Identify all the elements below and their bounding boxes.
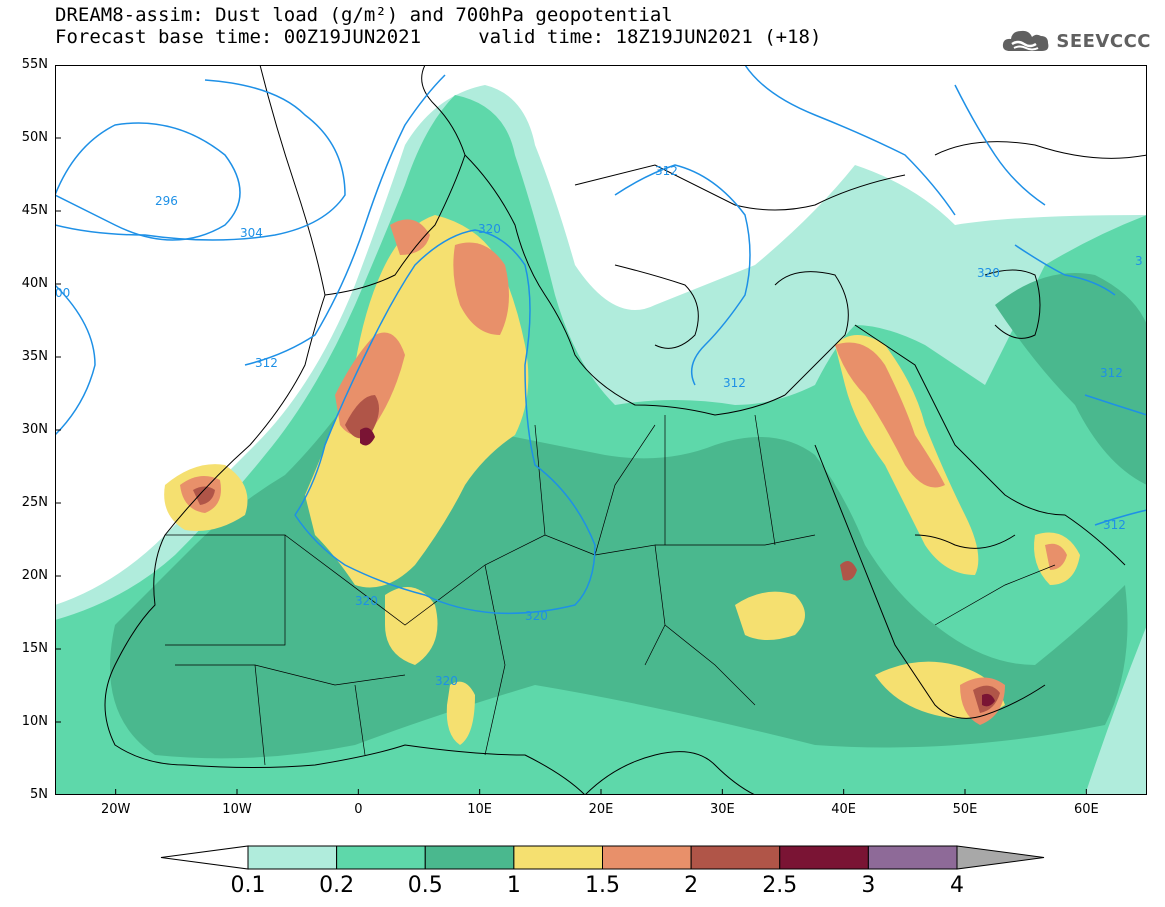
map-title: DREAM8-assim: Dust load (g/m²) and 700hP… — [55, 4, 673, 26]
colorbar-label: 4 — [950, 873, 964, 898]
contour-label: 320 — [478, 222, 501, 236]
colorbar-segment — [513, 845, 603, 870]
longitude-tick-label: 0 — [354, 802, 363, 817]
contour-label: 312 — [723, 376, 746, 390]
longitude-tick-label: 50E — [952, 802, 978, 817]
map-subtitle: Forecast base time: 00Z19JUN2021 valid t… — [55, 26, 822, 48]
latitude-tick-label: 35N — [21, 349, 48, 364]
colorbar-segment — [779, 845, 869, 870]
colorbar-label: 2 — [684, 873, 699, 898]
colorbar-label: 0.2 — [319, 873, 355, 898]
contour-label: 3 — [1135, 254, 1143, 268]
cloud-icon — [1003, 30, 1049, 51]
longitude-tick-label: 40E — [831, 802, 857, 817]
contour-label: 320 — [355, 594, 378, 608]
contour-label: 00 — [55, 286, 70, 300]
latitude-tick-label: 5N — [30, 787, 48, 802]
latitude-tick-label: 20N — [21, 568, 48, 583]
latitude-tick-label: 25N — [21, 495, 48, 510]
latitude-tick-label: 45N — [21, 203, 48, 218]
logo-text: SEEVCCC — [1056, 30, 1151, 52]
colorbar-label: 1.5 — [585, 873, 620, 898]
latitude-tick-label: 55N — [21, 57, 48, 72]
contour-label: 312 — [1103, 518, 1126, 532]
colorbar-segment — [867, 845, 958, 870]
colorbar-label: 2.5 — [762, 873, 798, 898]
contour-label: 312 — [655, 164, 678, 178]
contour-label: 304 — [240, 226, 263, 240]
longitude-tick-label: 60E — [1073, 802, 1099, 817]
dust-field — [55, 85, 1147, 795]
coastlines — [104, 65, 1147, 795]
contour-label: 312 — [255, 356, 278, 370]
dust-load-map: 296 304 312 320 312 312 320 320 320 312 … — [55, 65, 1147, 795]
latitude-tick-label: 10N — [21, 714, 48, 729]
colorbar-segment — [956, 845, 1045, 870]
contour-label: 312 — [1100, 366, 1123, 380]
colorbar — [160, 845, 1045, 870]
colorbar-segment — [160, 845, 249, 870]
country-borders — [165, 414, 1056, 766]
latitude-tick-label: 15N — [21, 641, 48, 656]
contour-label: 320 — [435, 674, 458, 688]
longitude-tick-label: 30E — [709, 802, 735, 817]
longitude-tick-label: 20E — [588, 802, 614, 817]
map-frame — [55, 65, 1147, 795]
longitude-tick-label: 10W — [222, 802, 252, 817]
seevccc-logo: SEEVCCC — [1000, 26, 1151, 56]
longitude-tick-label: 20W — [100, 802, 131, 817]
colorbar-label: 0.1 — [230, 873, 266, 898]
colorbar-segment — [336, 845, 426, 870]
colorbar-segment — [602, 845, 692, 870]
colorbar-segment — [690, 845, 781, 870]
contour-label: 320 — [525, 609, 548, 623]
contour-label: 296 — [155, 194, 178, 208]
latitude-tick-label: 40N — [21, 276, 48, 291]
latitude-tick-label: 30N — [21, 422, 48, 437]
colorbar-label: 0.5 — [407, 873, 443, 898]
latitude-tick-label: 50N — [21, 130, 48, 145]
colorbar-label: 3 — [861, 873, 876, 898]
contour-labels: 296 304 312 320 312 312 320 320 320 312 … — [55, 164, 1143, 688]
contour-label: 320 — [977, 266, 1000, 280]
longitude-tick-label: 10E — [467, 802, 493, 817]
geopotential-contours — [55, 65, 1147, 615]
colorbar-label: 1 — [506, 873, 521, 898]
colorbar-segment — [247, 845, 338, 870]
colorbar-segment — [424, 845, 515, 870]
